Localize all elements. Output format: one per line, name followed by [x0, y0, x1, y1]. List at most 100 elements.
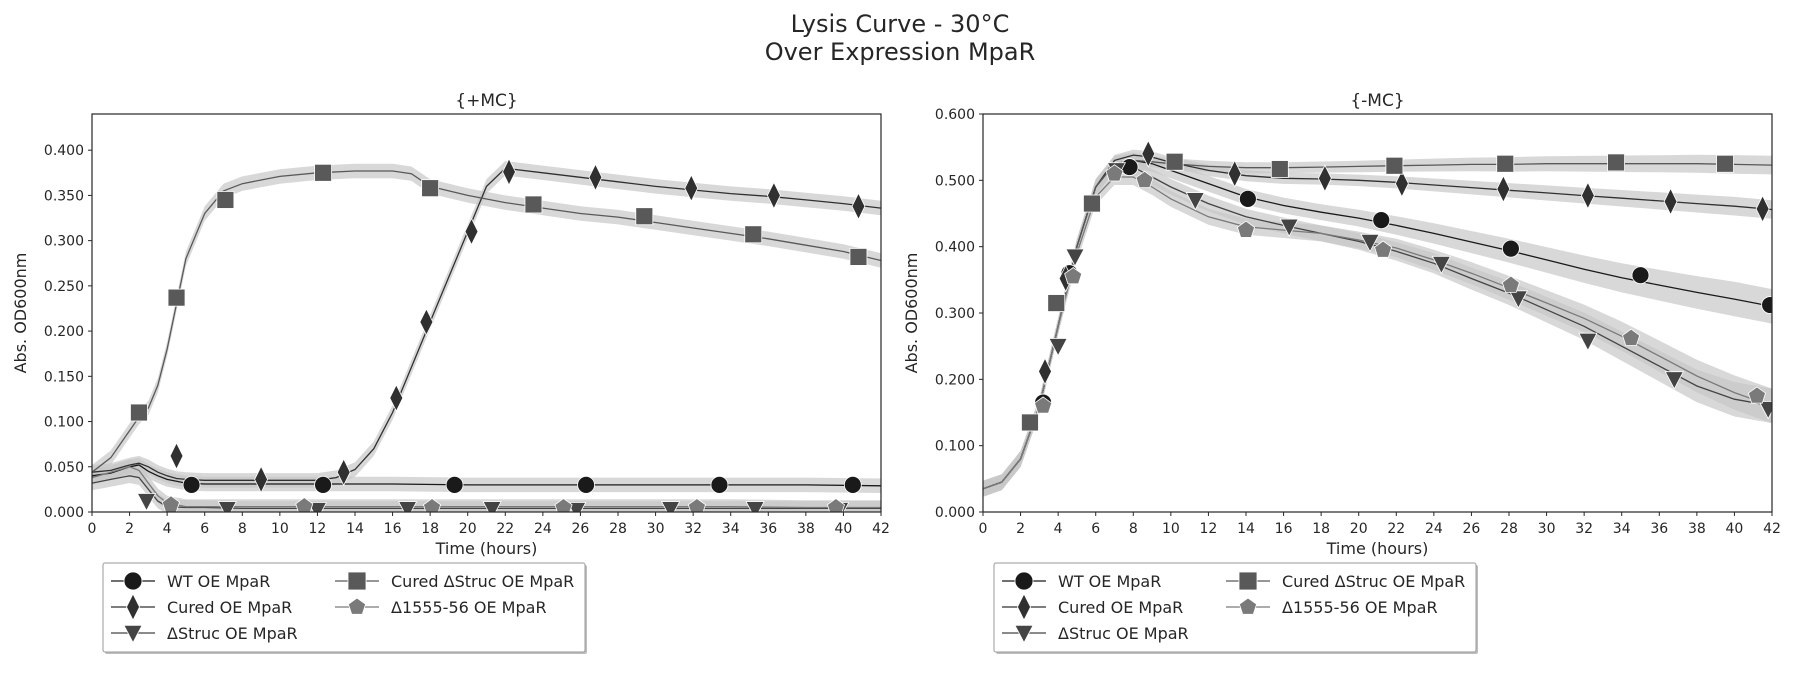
y-tick-label: 0.000 [935, 505, 975, 521]
x-tick-label: 38 [797, 521, 815, 537]
y-axis-label: Abs. OD600nm [11, 253, 30, 374]
marker-cured-oe-mpar-5 [464, 217, 479, 246]
marker-cured-delta-struc-oe-mpar-2 [216, 191, 235, 209]
x-tick-label: 36 [1650, 521, 1668, 537]
x-axis-label: Time (hours) [435, 539, 538, 558]
panel-title: {+MC} [455, 91, 517, 111]
marker-delta-struc-oe-mpar-3 [1185, 192, 1205, 211]
marker-wt-oe-mpar-4 [1372, 211, 1391, 230]
marker-delta-1555-56-oe-mpar-0 [1034, 396, 1053, 414]
x-tick-label: 2 [125, 521, 134, 537]
panel-minus-mc: 0 2 4 6 8 10 12 14 16 18 20 22 24 26 28 30 32 34 36 38 40 420… [902, 91, 1781, 654]
plot-series-group [983, 139, 1772, 497]
panel-plus-mc: 0 2 4 6 8 10 12 14 16 18 20 22 24 26 28 30 32 34 36 38 40 420… [11, 91, 890, 654]
x-tick-label: 20 [1350, 521, 1368, 537]
x-tick-label: 40 [835, 521, 853, 537]
y-tick-label: 0.400 [44, 143, 84, 159]
legend-label-delta-struc-oe-mpar: ΔStruc OE MpaR [167, 624, 298, 643]
x-tick-label: 24 [1425, 521, 1443, 537]
marker-cured-oe-mpar-4 [419, 308, 434, 336]
marker-delta-1555-56-oe-mpar-6 [1501, 275, 1520, 293]
marker-cured-oe-mpar-6 [1496, 174, 1511, 203]
legend-marker-wt-oe-mpar [1014, 571, 1034, 591]
marker-cured-oe-mpar-2 [336, 458, 351, 487]
x-tick-label: 30 [647, 521, 665, 537]
marker-cured-oe-mpar-3 [1227, 159, 1242, 188]
marker-cured-oe-mpar-1 [254, 465, 269, 494]
plot-area [92, 114, 881, 512]
x-tick-label: 18 [1312, 521, 1330, 537]
x-tick-label: 28 [1500, 521, 1518, 537]
x-tick-label: 8 [1129, 521, 1138, 537]
x-tick-label: 10 [271, 521, 289, 537]
x-tick-label: 2 [1016, 521, 1025, 537]
y-tick-label: 0.600 [935, 107, 975, 123]
marker-wt-oe-mpar-3 [577, 475, 595, 494]
marker-delta-struc-oe-mpar-4 [1279, 218, 1299, 238]
x-tick-label: 0 [979, 521, 988, 537]
marker-delta-1555-56-oe-mpar-7 [1622, 328, 1641, 346]
marker-cured-oe-mpar-7 [1580, 181, 1595, 210]
marker-delta-1555-56-oe-mpar-8 [1747, 386, 1766, 404]
marker-cured-oe-mpar-0 [1038, 357, 1052, 386]
marker-delta-struc-oe-mpar-5 [1360, 233, 1380, 253]
x-tick-label: 0 [88, 521, 97, 537]
x-tick-label: 34 [1613, 521, 1631, 537]
marker-cured-oe-mpar-10 [851, 192, 866, 221]
legend-marker-cured-delta-struc-oe-mpar [347, 571, 367, 591]
x-tick-label: 26 [1463, 521, 1481, 537]
marker-cured-delta-struc-oe-mpar-7 [744, 225, 763, 244]
plot-frame [91, 113, 882, 513]
legend-marker-delta-struc-oe-mpar [123, 625, 143, 644]
marker-cured-delta-struc-oe-mpar-5 [524, 195, 543, 214]
marker-cured-oe-mpar-9 [1755, 194, 1770, 223]
y-tick-label: 0.300 [935, 306, 975, 322]
marker-cured-delta-struc-oe-mpar-8 [1716, 154, 1734, 173]
marker-wt-oe-mpar-2 [445, 475, 464, 494]
marker-delta-1555-56-oe-mpar-4 [1236, 220, 1256, 238]
marker-delta-struc-oe-mpar-1 [217, 501, 237, 512]
marker-cured-delta-struc-oe-mpar-3 [314, 163, 332, 182]
marker-wt-oe-mpar-0 [182, 475, 201, 494]
marker-delta-struc-oe-mpar-7 [745, 501, 765, 512]
ci-band-cured-oe-mpar [92, 161, 881, 488]
marker-delta-struc-oe-mpar-1 [1065, 248, 1085, 267]
marker-wt-oe-mpar-2 [1120, 158, 1139, 176]
x-tick-label: 18 [421, 521, 439, 537]
marker-delta-struc-oe-mpar-3 [397, 501, 418, 512]
marker-delta-1555-56-oe-mpar-0 [161, 495, 180, 512]
marker-cured-oe-mpar-4 [1317, 164, 1332, 193]
x-tick-label: 12 [309, 521, 327, 537]
marker-cured-delta-struc-oe-mpar-6 [1496, 154, 1515, 173]
y-tick-label: 0.050 [44, 460, 84, 476]
x-tick-label: 14 [346, 521, 364, 537]
legend-label-delta-1555-56-oe-mpar: Δ1555-56 OE MpaR [391, 598, 547, 617]
legend: WT OE MpaR Cured OE MpaR ΔStruc OE MpaR Cur… [993, 562, 1478, 654]
y-tick-label: 0.200 [935, 372, 975, 388]
marker-cured-oe-mpar-5 [1394, 169, 1409, 198]
y-tick-label: 0.500 [935, 173, 975, 189]
marker-delta-struc-oe-mpar-8 [1578, 332, 1598, 352]
legend-marker-cured-oe-mpar [126, 593, 140, 621]
marker-cured-delta-struc-oe-mpar-8 [849, 248, 868, 266]
y-tick-label: 0.300 [44, 234, 84, 250]
marker-wt-oe-mpar-5 [843, 475, 862, 494]
panels-container: 0 2 4 6 8 10 12 14 16 18 20 22 24 26 28 30 32 34 36 38 40 420… [11, 91, 1781, 654]
marker-cured-delta-struc-oe-mpar-4 [1270, 160, 1289, 178]
marker-cured-delta-struc-oe-mpar-0 [1021, 413, 1039, 432]
x-tick-label: 22 [1387, 521, 1405, 537]
x-tick-label: 32 [684, 521, 702, 537]
legend-label-cured-delta-struc-oe-mpar: Cured ΔStruc OE MpaR [391, 572, 574, 591]
marker-cured-delta-struc-oe-mpar-5 [1385, 156, 1404, 175]
marker-cured-oe-mpar-6 [502, 157, 516, 186]
legend-marker-delta-1555-56-oe-mpar [1238, 597, 1258, 615]
marker-delta-struc-oe-mpar-10 [1758, 401, 1772, 420]
marker-wt-oe-mpar-4 [710, 475, 729, 494]
y-tick-label: 0.100 [935, 439, 975, 455]
marker-cured-delta-struc-oe-mpar-3 [1165, 152, 1184, 171]
marker-wt-oe-mpar-5 [1501, 239, 1520, 258]
marker-delta-1555-56-oe-mpar-5 [1374, 240, 1393, 258]
panel-title: {-MC} [1350, 91, 1404, 111]
x-tick-label: 16 [1275, 521, 1293, 537]
